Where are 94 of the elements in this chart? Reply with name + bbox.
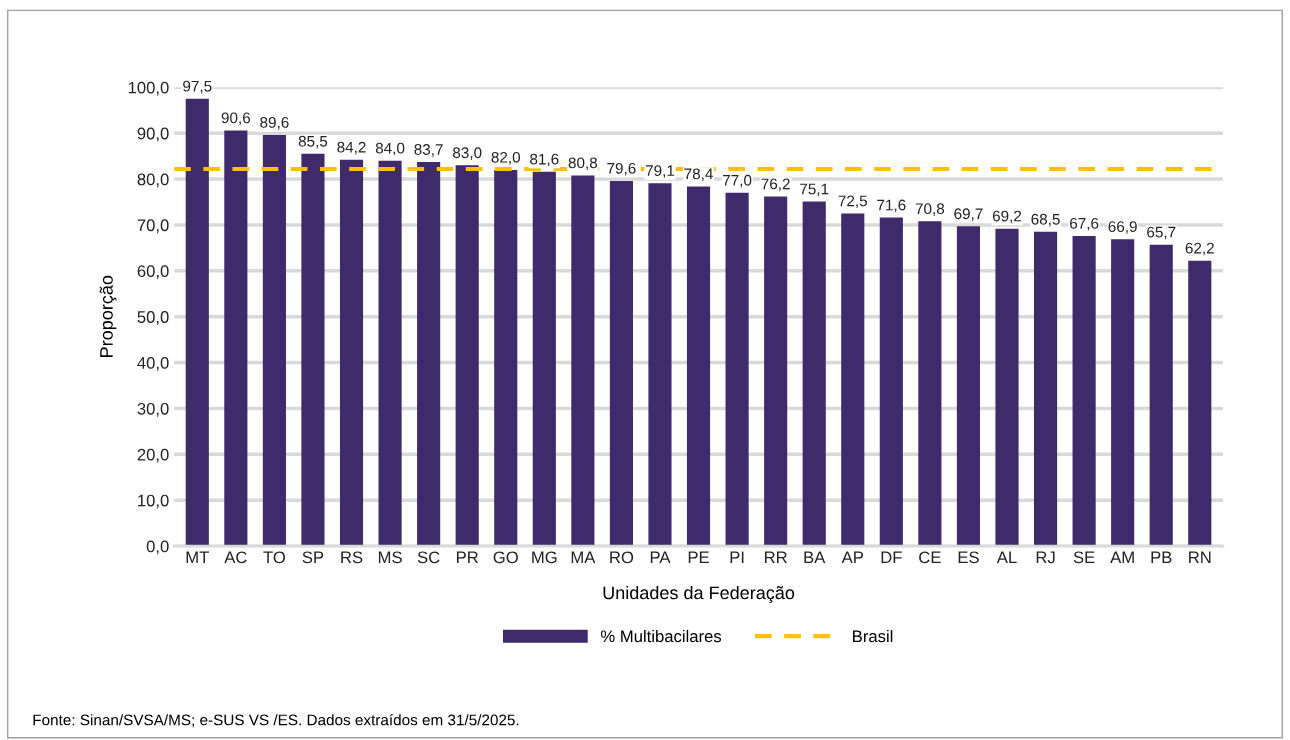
- y-tick-label: 30,0: [137, 402, 169, 417]
- bar: [339, 159, 364, 547]
- data-label: 65,7: [1147, 226, 1176, 240]
- bar: [956, 226, 981, 547]
- x-tick-label: CE: [919, 551, 941, 564]
- x-tick-label: SC: [417, 551, 440, 564]
- y-tick-label: 0,0: [146, 540, 169, 555]
- bar: [1188, 260, 1212, 547]
- data-label: 81,6: [530, 153, 559, 167]
- x-tick-label: MT: [186, 551, 209, 564]
- data-label: 70,8: [915, 203, 945, 216]
- bar: [494, 169, 518, 547]
- data-label: 80,8: [568, 157, 598, 171]
- data-label: 90,6: [221, 112, 251, 126]
- y-tick-label: 100,0: [128, 81, 169, 96]
- x-tick-label: ES: [958, 551, 979, 564]
- x-tick-label: RR: [764, 551, 787, 564]
- y-tick-label: 10,0: [138, 494, 169, 509]
- y-tick-label: 60,0: [137, 265, 169, 280]
- x-tick-label: MA: [571, 551, 596, 564]
- y-axis-title: Proporção: [99, 275, 117, 357]
- data-label: 69,2: [992, 210, 1022, 224]
- y-tick-label: 80,0: [137, 173, 169, 188]
- legend-label: % Multibacilares: [600, 629, 722, 643]
- bar: [571, 175, 595, 547]
- bar: [1111, 239, 1135, 547]
- x-tick-label: TO: [263, 551, 286, 564]
- data-label: 71,6: [877, 199, 906, 213]
- data-label: 69,7: [954, 208, 983, 221]
- x-tick-label: AC: [224, 551, 247, 564]
- x-tick-label: RO: [610, 551, 634, 564]
- x-tick-label: MS: [378, 551, 402, 564]
- x-tick-label: SP: [302, 551, 324, 564]
- bar: [725, 192, 749, 547]
- bar: [224, 130, 248, 547]
- x-axis-title: Unidades da Federação: [603, 585, 795, 603]
- x-tick-label: PR: [456, 551, 478, 564]
- data-label: 84,2: [337, 141, 366, 155]
- data-label: 89,6: [260, 117, 289, 130]
- bar: [686, 186, 711, 547]
- legend-label: Brasil: [853, 629, 893, 643]
- data-label: 78,4: [684, 168, 713, 182]
- bar: [648, 183, 672, 547]
- data-label: 79,6: [607, 162, 636, 176]
- x-tick-label: PI: [730, 551, 744, 564]
- bar: [764, 196, 788, 547]
- x-tick-label: RJ: [1036, 551, 1055, 564]
- bar: [802, 201, 826, 547]
- data-label: 84,0: [375, 142, 405, 156]
- source-note: Fonte: Sinan/SVSA/MS; e-SUS VS /ES. Dados extraídos em 31/5/2025.: [33, 713, 519, 728]
- x-tick-label: RS: [341, 551, 363, 564]
- data-label: 77,0: [723, 174, 752, 188]
- data-label: 76,2: [761, 178, 790, 192]
- bar: [262, 135, 286, 547]
- x-tick-label: GO: [493, 551, 518, 564]
- y-tick-label: 70,0: [137, 219, 169, 234]
- data-label: 79,1: [645, 165, 675, 178]
- x-tick-label: MG: [532, 551, 557, 564]
- data-label: 66,9: [1108, 221, 1137, 234]
- bar: [417, 162, 441, 547]
- data-label: 97,5: [183, 80, 212, 94]
- bar: [1033, 231, 1058, 547]
- bar: [879, 217, 903, 547]
- x-tick-label: AP: [841, 551, 863, 564]
- x-tick-label: DF: [881, 551, 902, 564]
- x-tick-label: PE: [688, 551, 709, 564]
- bar: [1072, 235, 1096, 547]
- x-tick-label: PB: [1151, 551, 1172, 564]
- y-tick-label: 40,0: [137, 357, 169, 371]
- data-label: 62,2: [1185, 242, 1214, 256]
- bar: [378, 160, 402, 547]
- bar: [841, 213, 865, 547]
- data-label: 83,0: [452, 147, 482, 160]
- x-tick-label: AM: [1110, 551, 1134, 564]
- x-tick-label: RN: [1189, 551, 1211, 564]
- x-tick-label: SE: [1073, 551, 1095, 564]
- data-label: 82,0: [491, 151, 521, 165]
- y-tick-label: 50,0: [137, 311, 169, 325]
- x-tick-label: AL: [996, 551, 1017, 564]
- y-tick-label: 20,0: [137, 448, 169, 463]
- data-label: 83,7: [414, 144, 443, 157]
- data-label: 75,1: [800, 183, 829, 197]
- bar: [918, 221, 942, 547]
- bar: [185, 98, 209, 547]
- bar: [455, 165, 479, 547]
- data-label: 72,5: [838, 195, 867, 209]
- data-label: 68,5: [1031, 213, 1060, 227]
- x-tick-label: PA: [650, 551, 671, 564]
- bar: [301, 153, 325, 547]
- data-label: 67,6: [1070, 217, 1099, 231]
- y-tick-label: 90,0: [137, 127, 169, 142]
- x-tick-label: BA: [804, 551, 826, 564]
- bar: [1149, 244, 1173, 547]
- data-label: 85,5: [298, 135, 328, 149]
